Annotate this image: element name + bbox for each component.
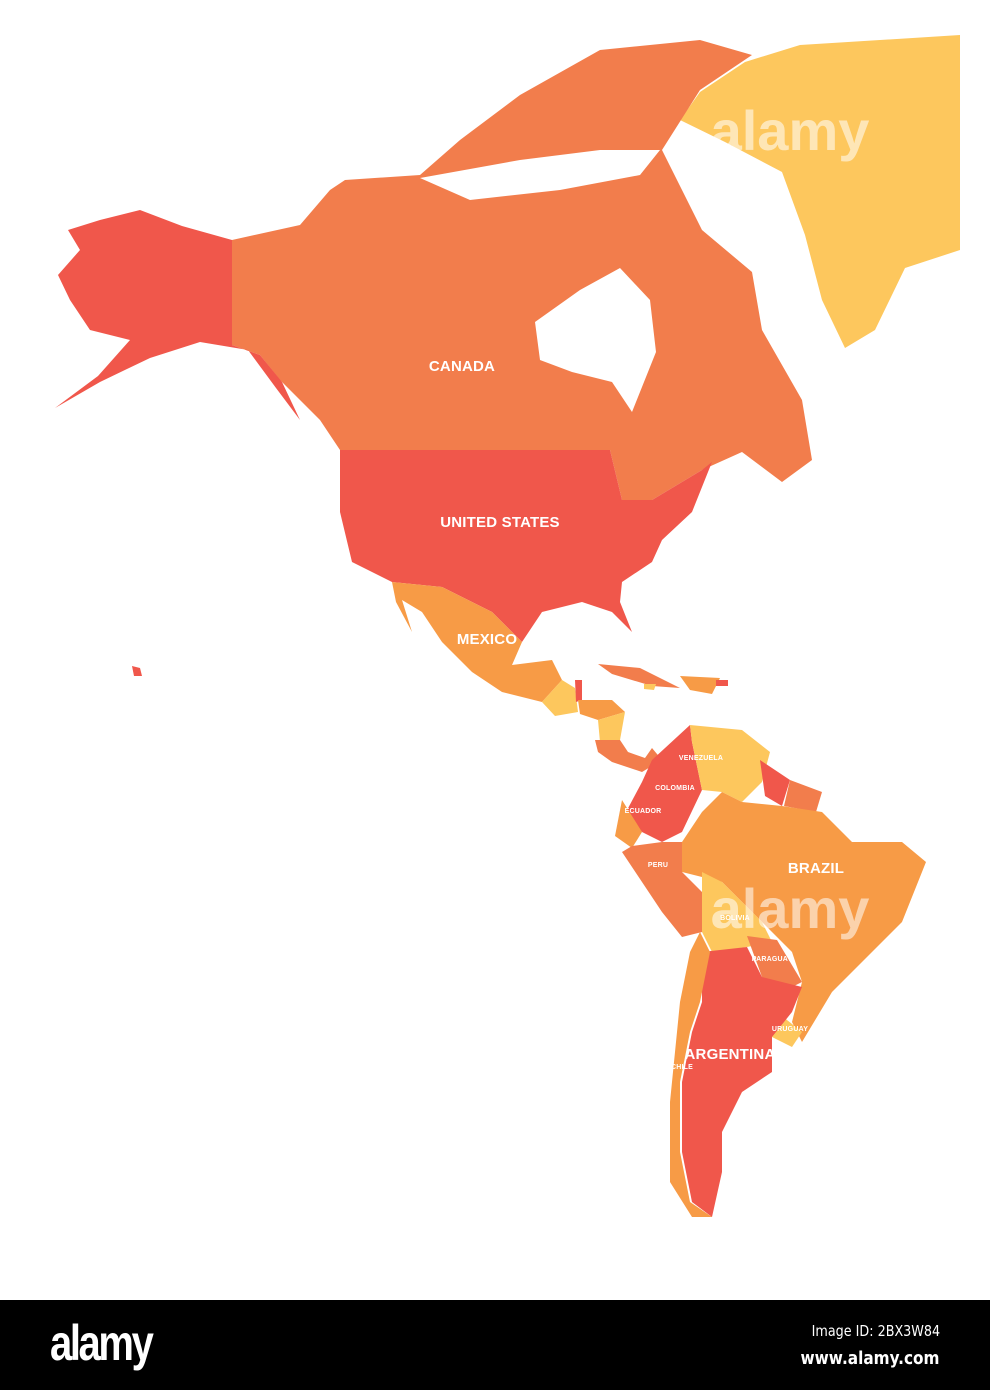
alamy-logo: alamy [50,1315,154,1371]
state-alaska [55,210,300,420]
country-costa-rica-panama [595,740,662,772]
country-colombia [626,725,702,842]
country-jamaica [644,684,656,690]
country-suriname [784,780,822,812]
country-canada [232,40,812,500]
image-id: Image ID: 2BX3W84 [811,1322,940,1340]
country-peru [622,842,702,937]
country-puerto-rico [716,680,728,686]
watermark-bottom: alamy [711,877,870,940]
hudson-bay [535,268,656,412]
site-url: www.alamy.com [801,1348,940,1369]
arctic-channel [420,150,660,200]
label-bolivia: BOLIVIA [720,915,750,922]
label-united-states: UNITED STATES [440,514,560,531]
country-greenland [680,35,960,348]
country-belize [575,680,582,702]
footer-bar: alamy Image ID: 2BX3W84 www.alamy.com [0,1300,990,1390]
label-mexico: MEXICO [457,631,518,648]
label-venezuela: VENEZUELA [679,755,723,762]
country-mexico [392,582,562,702]
country-cuba [598,664,680,688]
label-argentina: ARGENTINA [685,1046,776,1063]
americas-political-map: CANADA UNITED STATES MEXICO VENEZUELA CO… [55,35,960,1217]
country-honduras [578,700,625,720]
country-united-states [340,450,712,642]
country-paraguay [747,936,802,992]
label-peru: PERU [648,862,668,869]
country-guyana [760,760,790,806]
label-canada: CANADA [429,358,495,375]
label-chile: CHILE [671,1064,693,1071]
country-guatemala [542,680,578,716]
label-paraguay: PARAGUAY [752,956,793,963]
watermark-top: alamy [711,99,870,162]
country-brazil [682,792,926,1042]
country-argentina [682,947,802,1217]
country-venezuela [690,725,770,802]
country-chile [670,932,712,1217]
country-hispaniola [680,676,720,694]
label-uruguay: URUGUAY [772,1026,808,1033]
label-colombia: COLOMBIA [655,785,695,792]
country-bolivia [702,872,772,952]
label-ecuador: ECUADOR [625,808,662,815]
country-nicaragua [598,712,625,742]
hawaii [132,666,142,676]
label-brazil: BRAZIL [788,860,844,877]
country-ecuador [615,800,642,848]
